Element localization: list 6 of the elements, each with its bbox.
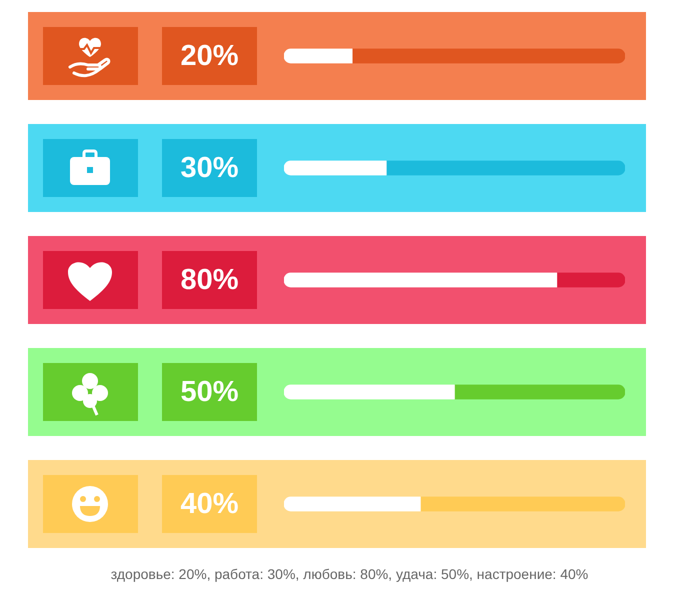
data-label: 40%	[180, 488, 239, 520]
data-label: 20%	[180, 40, 239, 72]
data-label: 30%	[180, 152, 239, 184]
data-label: 50%	[180, 376, 239, 408]
data-label: 80%	[180, 264, 239, 296]
text: здоровье: 20%, работа: 30%, любовь: 80%, удача: 50%, настроение: 40%	[110, 566, 590, 582]
